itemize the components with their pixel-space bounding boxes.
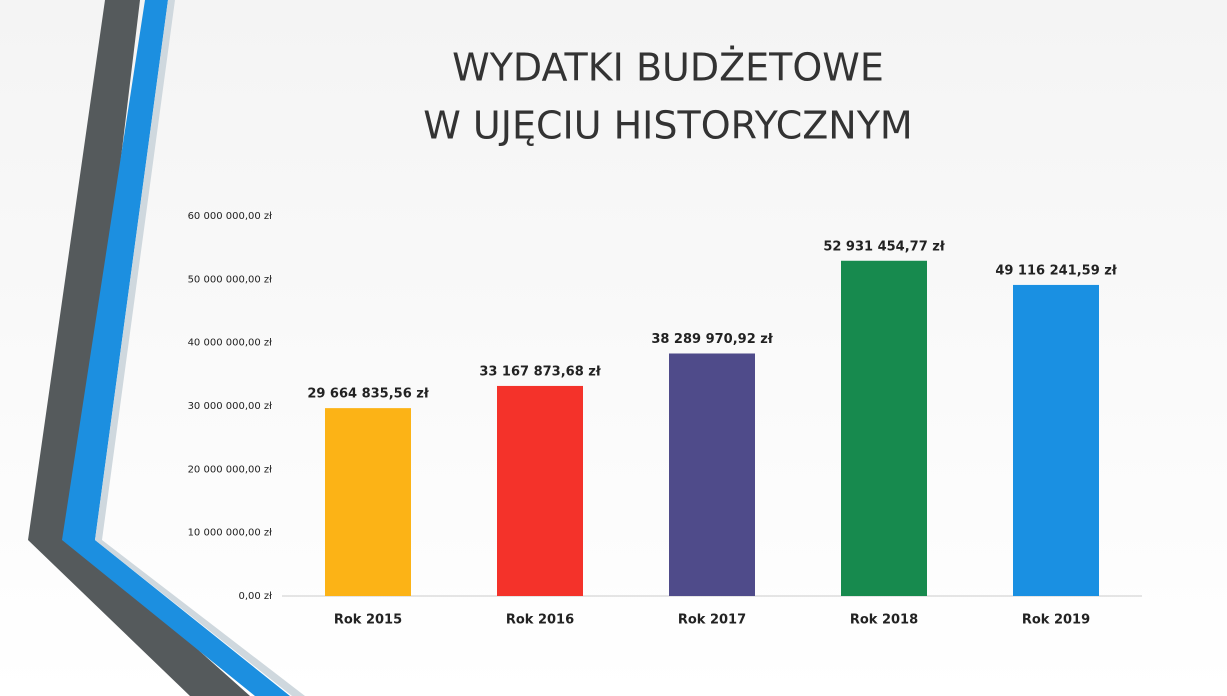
x-tick-label: Rok 2016 <box>506 613 574 628</box>
decor-stripe-light <box>95 0 305 696</box>
y-tick-label: 60 000 000,00 zł <box>188 211 273 222</box>
y-tick-label: 0,00 zł <box>238 591 272 602</box>
decor-stripe-gray <box>28 0 250 696</box>
value-label: 38 289 970,92 zł <box>651 332 774 347</box>
y-tick-label: 50 000 000,00 zł <box>188 274 273 285</box>
chart-title: W UJĘCIU HISTORYCZNYM <box>423 104 912 148</box>
bar <box>325 408 411 596</box>
value-label: 49 116 241,59 zł <box>995 263 1118 278</box>
x-tick-label: Rok 2017 <box>678 613 746 628</box>
y-tick-label: 40 000 000,00 zł <box>188 338 273 349</box>
x-tick-label: Rok 2019 <box>1022 613 1090 628</box>
x-tick-label: Rok 2018 <box>850 613 918 628</box>
bar <box>497 385 583 596</box>
y-tick-label: 10 000 000,00 zł <box>188 528 273 539</box>
value-label: 29 664 835,56 zł <box>307 387 430 402</box>
bar <box>1013 284 1099 596</box>
bar <box>669 353 755 596</box>
bar <box>841 260 927 596</box>
y-tick-label: 30 000 000,00 zł <box>188 401 273 412</box>
y-tick-label: 20 000 000,00 zł <box>188 464 273 475</box>
value-label: 52 931 454,77 zł <box>823 239 946 254</box>
decor-stripe-blue <box>62 0 290 696</box>
value-label: 33 167 873,68 zł <box>479 364 602 379</box>
chart-title: WYDATKI BUDŻETOWE <box>452 46 884 90</box>
x-tick-label: Rok 2015 <box>334 613 402 628</box>
